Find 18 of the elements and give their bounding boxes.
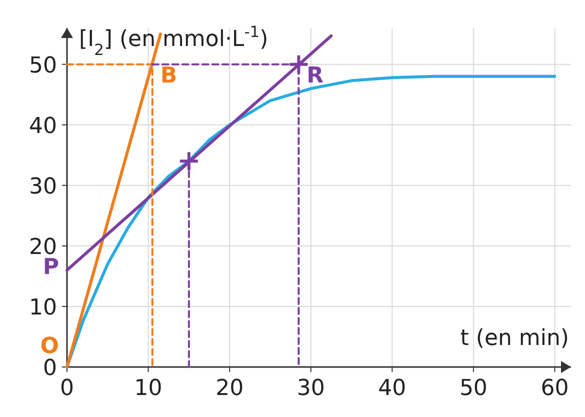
x-tick-label: 10: [134, 376, 162, 401]
x-tick-label: 40: [378, 376, 406, 401]
x-tick-label: 30: [296, 376, 325, 401]
annotation: B: [160, 63, 178, 88]
annotation: O: [40, 334, 59, 359]
x-axis-title: t (en min): [460, 326, 569, 351]
x-tick-label: 50: [459, 376, 488, 401]
x-tick-label: 60: [540, 376, 569, 401]
y-tick-label: 0: [43, 356, 57, 381]
y-tick-label: 30: [29, 174, 57, 200]
y-tick-label: 50: [29, 53, 57, 78]
y-tick-label: 40: [29, 114, 57, 139]
x-tick-label: 20: [216, 376, 244, 401]
y-axis-title: [I$_{2}$] (en mmol·L$^{-1}$): [79, 23, 268, 59]
x-tick-label: 0: [60, 376, 74, 401]
y-tick-label: 10: [29, 295, 57, 320]
annotation: P: [42, 255, 59, 280]
annotation: R: [306, 63, 324, 88]
